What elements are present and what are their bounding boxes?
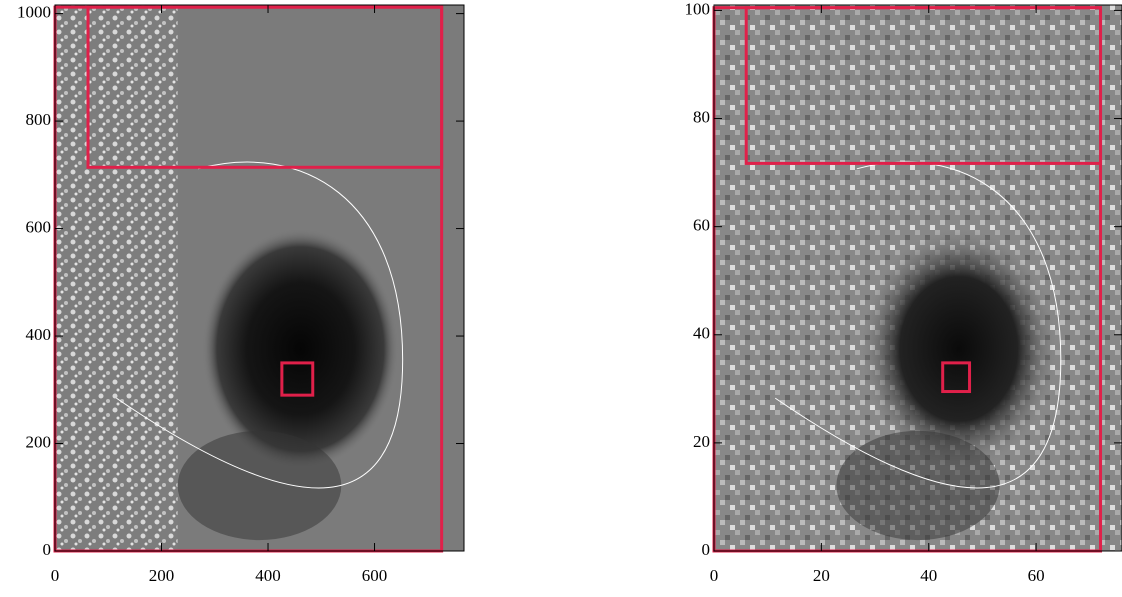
negative-flux	[836, 431, 999, 540]
y-tick-label: 600	[26, 217, 52, 236]
x-tick-label: 40	[920, 566, 937, 585]
x-tick-label: 60	[1028, 566, 1045, 585]
sunspot	[861, 229, 1057, 469]
magnetogram	[714, 5, 1122, 551]
figure: 0200400600020040060080010000204060020406…	[0, 0, 1122, 592]
x-tick-label: 0	[710, 566, 719, 585]
x-tick-label: 20	[813, 566, 830, 585]
y-tick-label: 20	[693, 432, 710, 451]
y-tick-label: 40	[693, 324, 710, 343]
x-tick-label: 600	[362, 566, 388, 585]
plage-region	[714, 5, 836, 551]
y-tick-label: 400	[26, 325, 52, 344]
magnetogram	[55, 5, 464, 551]
negative-flux	[178, 431, 342, 540]
sunspot	[202, 229, 398, 469]
y-tick-label: 0	[702, 540, 711, 559]
x-tick-label: 0	[51, 566, 60, 585]
y-tick-label: 60	[693, 216, 710, 235]
y-tick-label: 100	[685, 0, 711, 18]
y-tick-label: 800	[26, 110, 52, 129]
y-tick-label: 0	[43, 540, 52, 559]
x-tick-label: 400	[255, 566, 281, 585]
page: {"chart_data": [ {"type": "image", "xlim…	[0, 0, 1122, 597]
plage-region	[55, 5, 178, 551]
y-tick-label: 200	[26, 432, 52, 451]
y-tick-label: 1000	[17, 3, 51, 22]
y-tick-label: 80	[693, 107, 710, 126]
x-tick-label: 200	[149, 566, 175, 585]
